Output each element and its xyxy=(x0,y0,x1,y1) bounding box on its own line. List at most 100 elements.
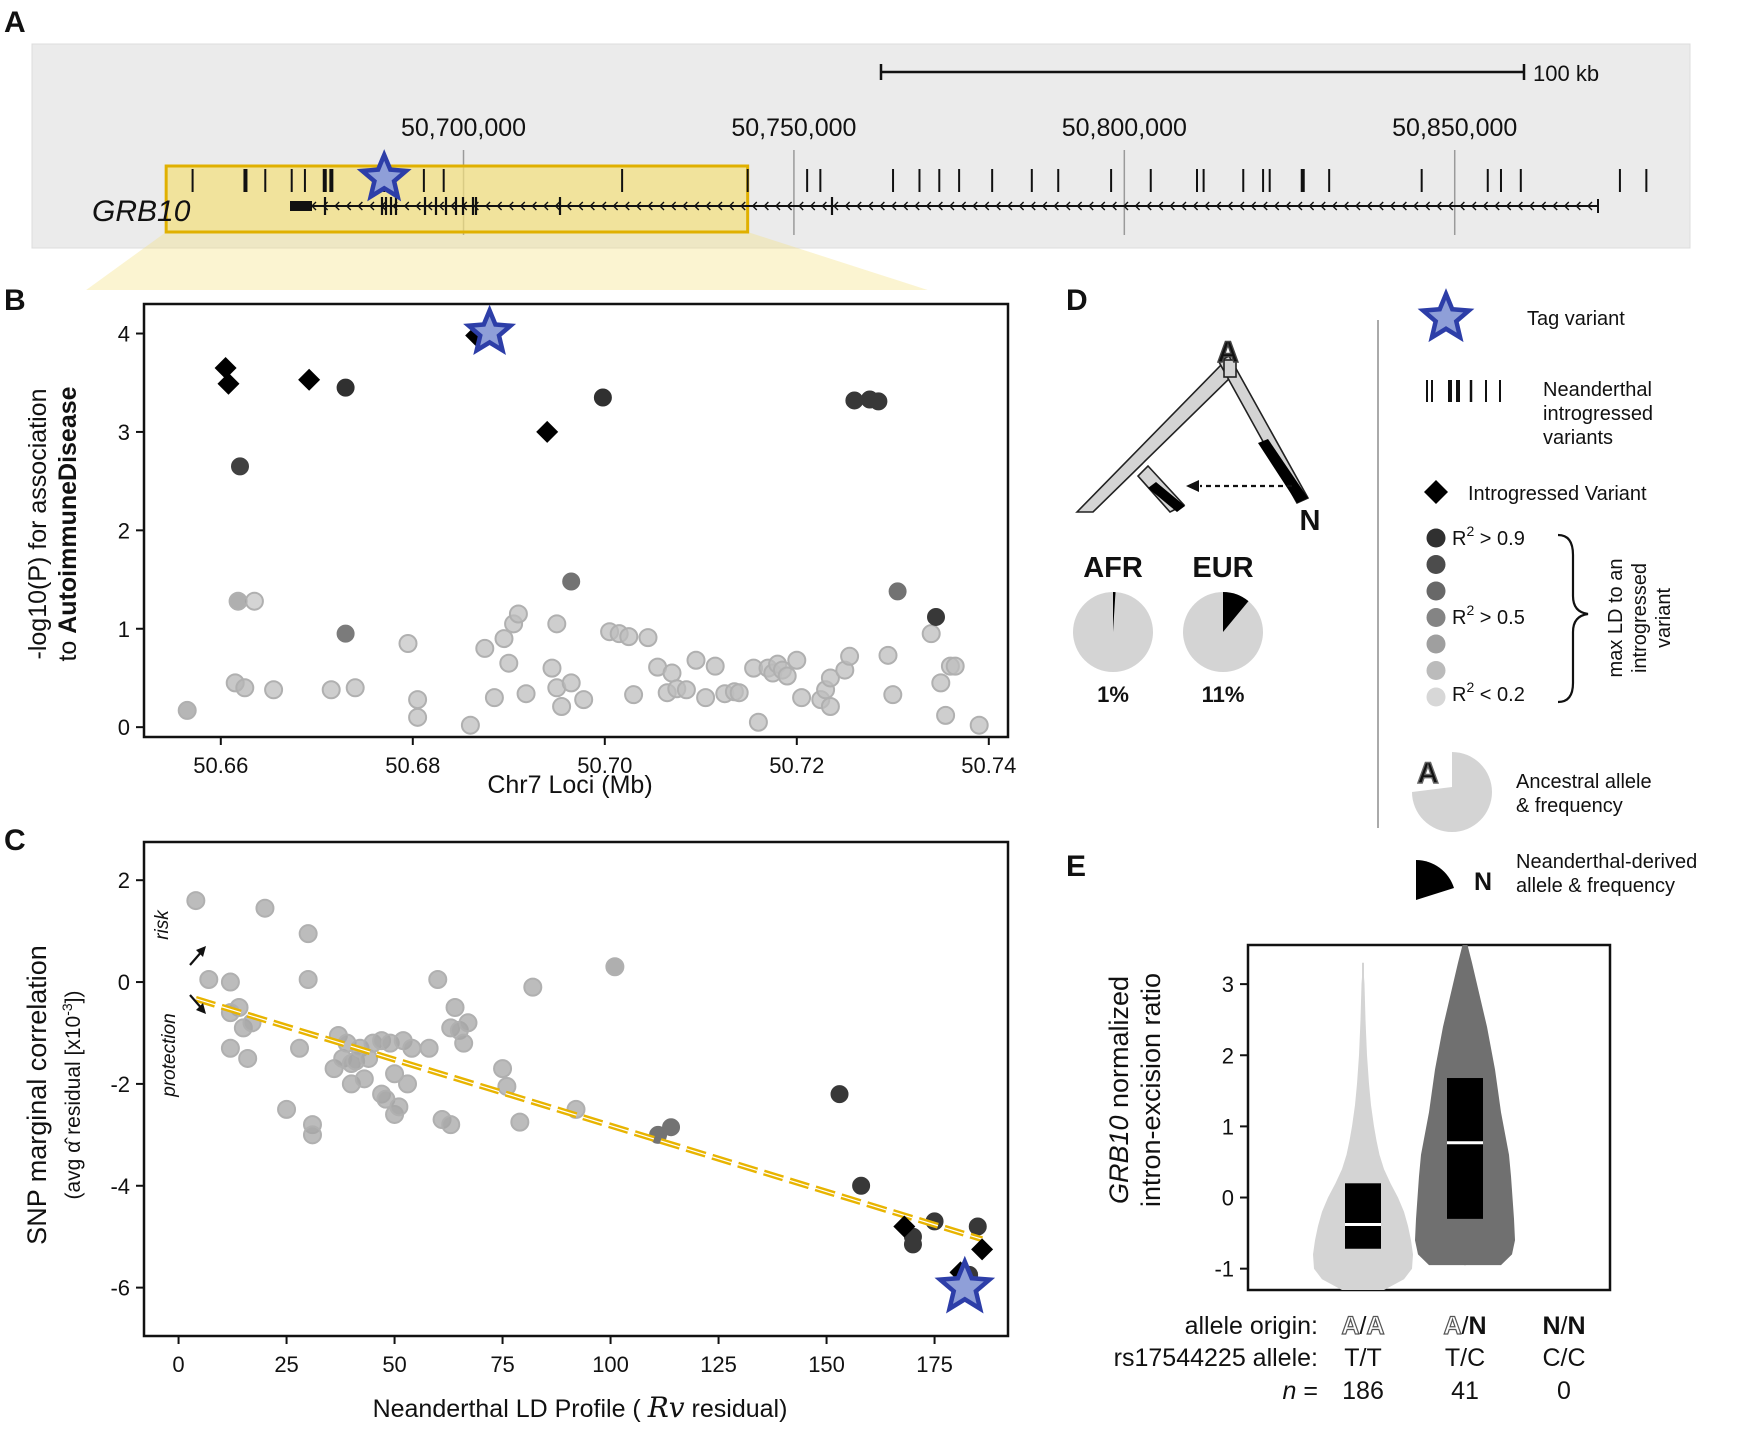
ld-point xyxy=(277,1099,297,1119)
e-y-tick-label: 1 xyxy=(1222,1114,1234,1139)
ld-point xyxy=(840,646,860,666)
rs-allele-label: T/C xyxy=(1445,1344,1485,1372)
ld-point xyxy=(662,1118,681,1137)
strand-arrow xyxy=(914,201,920,211)
ld-point xyxy=(255,898,275,918)
zoom-funnel xyxy=(86,232,928,290)
legend-tag-variant: Tag variant xyxy=(1527,308,1625,330)
e-y-tick-label: 3 xyxy=(1222,972,1234,997)
strand-arrow xyxy=(1413,201,1419,211)
utr-exon xyxy=(290,201,312,211)
strand-arrow xyxy=(322,201,329,211)
ld-point xyxy=(676,680,696,700)
b-y-tick-label: 2 xyxy=(118,518,130,543)
panel-c-scatter: 0 25 50 75 100 125 150 175 2 0 -2 -4 -6 xyxy=(110,840,1010,1377)
violin-iqr-box xyxy=(1345,1183,1381,1249)
allele-origin-label: A/N xyxy=(1443,1312,1486,1340)
rs-allele-row-label: rs17544225 allele: xyxy=(1114,1344,1318,1372)
strand-arrow xyxy=(496,201,503,211)
ld-point xyxy=(494,629,514,649)
allele-origin-label: A/A xyxy=(1341,1312,1384,1340)
strand-arrow xyxy=(902,201,909,211)
legend-brace xyxy=(1557,533,1589,704)
ld-point xyxy=(460,715,480,735)
legend-r2-mid: R2 > 0.5 xyxy=(1452,602,1525,629)
eur-label: EUR xyxy=(1192,552,1253,584)
allele-origin-row-label: allele origin: xyxy=(1185,1312,1318,1340)
ld-point xyxy=(441,1115,461,1135)
legend-ancestral-line2: & frequency xyxy=(1516,795,1623,817)
legend-neanderthal-line2: introgressed xyxy=(1543,403,1653,425)
strand-arrow xyxy=(1494,201,1500,211)
strand-arrow xyxy=(1343,201,1349,211)
position-label: 50,800,000 xyxy=(1062,114,1187,142)
pie-neanderthal-slice xyxy=(1223,592,1249,632)
c-x-tick-label: 25 xyxy=(274,1352,298,1377)
strand-arrow xyxy=(1041,201,1048,211)
introgressed-variant-point xyxy=(536,420,559,443)
ld-point xyxy=(561,673,581,693)
legend-ld-line1: max LD to an xyxy=(1605,559,1627,678)
strand-arrow xyxy=(1076,201,1083,211)
c-x-tick-label: 100 xyxy=(592,1352,629,1377)
sample-count-label: 0 xyxy=(1557,1377,1571,1405)
legend-ld-line2: introgressed xyxy=(1629,563,1651,673)
b-y-axis-label-line2: to AutoimmuneDisease xyxy=(54,386,82,661)
ld-point xyxy=(228,591,248,611)
strand-arrow xyxy=(450,201,456,211)
strand-arrow xyxy=(635,201,642,211)
tree-root-stem xyxy=(1223,359,1237,378)
strand-arrow xyxy=(1587,201,1593,211)
introgressed-variant-point xyxy=(217,372,240,395)
introgressed-variant-point xyxy=(893,1215,916,1238)
c-x-axis-label: Neanderthal LD Profile ( Rv residual) xyxy=(373,1391,788,1424)
b-x-tick-label: 50.66 xyxy=(193,753,248,778)
zoom-region xyxy=(86,164,928,290)
ld-point xyxy=(523,977,543,997)
ld-point xyxy=(574,690,594,710)
panel-e-violin: 3 2 1 0 -1 xyxy=(1214,943,1612,1292)
ld-point xyxy=(290,1038,310,1058)
strand-arrow xyxy=(879,201,885,211)
strand-arrow xyxy=(1563,201,1570,211)
c-x-tick-label: 150 xyxy=(808,1352,845,1377)
ld-point xyxy=(408,690,428,710)
strand-arrow xyxy=(438,201,445,211)
ld-point xyxy=(499,653,519,673)
strand-arrow xyxy=(1355,201,1361,211)
b-x-axis-label: Chr7 Loci (Mb) xyxy=(487,771,652,799)
ld-point xyxy=(686,650,706,670)
strand-arrow xyxy=(775,201,781,211)
strand-arrow xyxy=(1204,201,1210,211)
ld-point xyxy=(402,1038,422,1058)
strand-arrow xyxy=(809,201,816,211)
ld-point xyxy=(298,970,318,990)
ld-point xyxy=(345,678,365,698)
c-x-tick-label: 125 xyxy=(700,1352,737,1377)
strand-arrow xyxy=(821,201,827,211)
b-y-tick-label: 0 xyxy=(118,715,130,740)
c-y-tick-label: -4 xyxy=(110,1174,130,1199)
ld-point xyxy=(336,624,355,643)
strand-arrow xyxy=(1018,201,1025,211)
e-y-axis-label-line2: intron-excision ratio xyxy=(1136,973,1166,1207)
legend-neanderthal-derived-line1: Neanderthal-derived xyxy=(1516,851,1697,873)
ld-point xyxy=(484,688,504,708)
strand-arrow xyxy=(1297,201,1303,211)
ld-point xyxy=(220,972,240,992)
c-y-tick-label: -2 xyxy=(110,1072,130,1097)
ld-point xyxy=(244,591,264,611)
ld-point xyxy=(903,1235,922,1254)
ld-point xyxy=(238,1048,258,1068)
strand-arrow xyxy=(369,201,375,211)
strand-arrow xyxy=(844,201,851,211)
strand-arrow xyxy=(1447,201,1454,211)
ld-point xyxy=(787,650,807,670)
panel-c-label: C xyxy=(4,824,26,857)
legend-ld-scale xyxy=(1426,528,1446,707)
introgressed-variant-point xyxy=(971,1238,994,1261)
strand-arrow xyxy=(1366,201,1373,211)
ld-point xyxy=(408,707,428,727)
legend-ld-dot xyxy=(1426,555,1446,574)
afr-frequency: 1% xyxy=(1097,682,1129,707)
